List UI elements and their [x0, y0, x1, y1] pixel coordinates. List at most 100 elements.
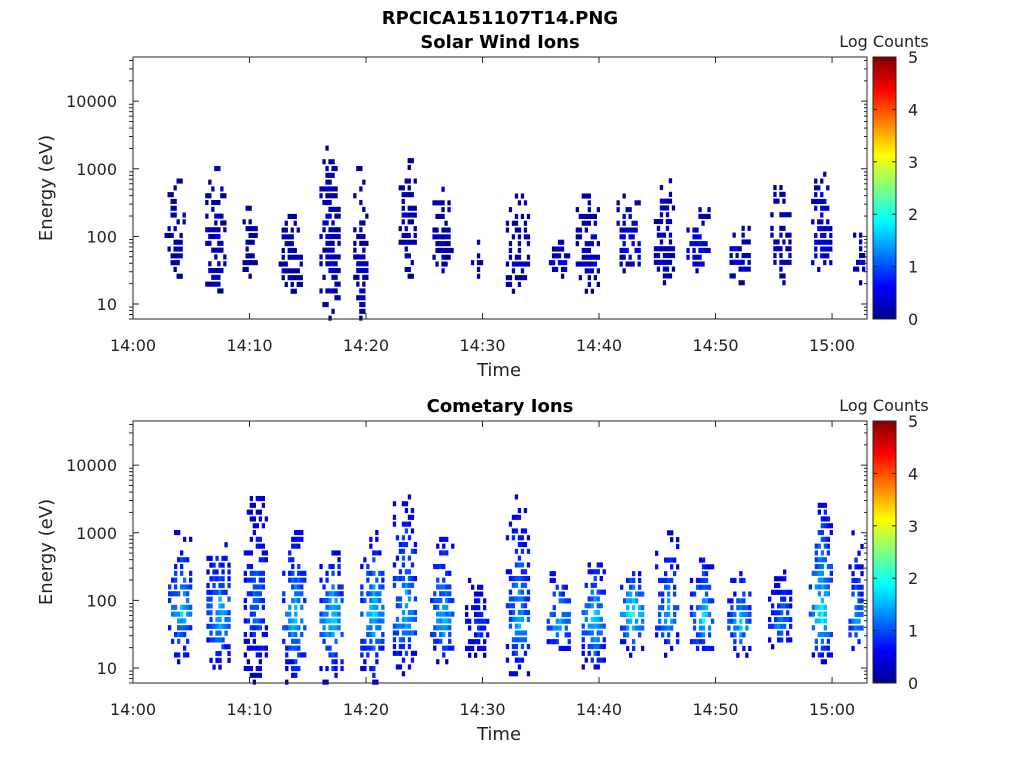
spectrogram-cell — [395, 616, 400, 622]
spectrogram-cell — [331, 288, 335, 294]
spectrogram-cell — [356, 166, 360, 172]
spectrogram-cell — [668, 259, 673, 265]
spectrogram-cell — [183, 536, 187, 542]
spectrogram-cell — [282, 625, 286, 631]
spectrogram-cell — [378, 570, 382, 576]
spectrogram-cell — [826, 523, 830, 529]
spectrogram-cell — [616, 220, 620, 226]
spectrogram-cell — [325, 288, 329, 294]
spectrogram-cell — [243, 632, 247, 638]
spectrogram-cell — [331, 659, 335, 665]
spectrogram-cell — [177, 591, 181, 597]
spectrogram-cell — [774, 617, 778, 623]
spectrogram-cell — [258, 645, 262, 651]
spectrogram-cell — [549, 611, 553, 617]
spectrogram-cell — [173, 253, 177, 259]
spectrogram-cell — [297, 598, 301, 604]
spectrogram-cell — [208, 268, 212, 274]
spectrogram-cell — [441, 247, 445, 253]
spectrogram-cell — [514, 576, 519, 582]
spectrogram-cell — [331, 274, 335, 280]
spectrogram-cell — [511, 268, 516, 274]
spectrogram-cell — [404, 239, 408, 245]
spectrogram-cell — [511, 671, 516, 677]
spectrogram-cell — [356, 274, 360, 280]
spectrogram-cell — [177, 659, 181, 665]
spectrogram-cell — [337, 227, 341, 233]
spectrogram-cell — [291, 570, 295, 576]
spectrogram-cell — [520, 535, 525, 541]
spectrogram-cell — [441, 213, 445, 219]
spectrogram-cell — [360, 666, 364, 672]
spectrogram-cell — [782, 198, 786, 204]
spectrogram-cell — [214, 227, 218, 233]
spectrogram-cell — [296, 268, 300, 274]
spectrogram-cell — [811, 604, 815, 610]
spectrogram-cell — [362, 234, 366, 240]
spectrogram-cell — [707, 584, 712, 590]
spectrogram-cell — [773, 259, 777, 265]
spectrogram-cell — [561, 618, 565, 624]
spectrogram-cell — [673, 591, 677, 597]
spectrogram-cell — [511, 288, 516, 294]
spectrogram-cell — [695, 227, 699, 233]
spectrogram-cell — [180, 604, 184, 610]
spectrogram-cell — [733, 611, 737, 617]
spectrogram-cell — [284, 268, 288, 274]
spectrogram-cell — [773, 198, 777, 204]
spectrogram-cell — [695, 577, 700, 583]
spectrogram-cell — [205, 281, 209, 287]
spectrogram-cell — [248, 273, 252, 279]
spectrogram-cell — [520, 542, 525, 548]
spectrogram-cell — [468, 625, 472, 631]
spectrogram-cell — [820, 645, 824, 651]
spectrogram-cell — [523, 528, 528, 534]
spectrogram-cell — [245, 226, 249, 232]
spectrogram-cell — [665, 273, 670, 279]
spectrogram-cell — [319, 261, 323, 267]
spectrogram-cell — [520, 576, 525, 582]
spectrogram-cell — [372, 591, 376, 597]
spectrogram-cell — [381, 618, 385, 624]
spectrogram-cell — [590, 637, 594, 643]
spectrogram-cell — [448, 611, 452, 617]
spectrogram-cell — [773, 246, 777, 252]
spectrogram-cell — [782, 225, 786, 231]
spectrogram-cell — [689, 577, 694, 583]
spectrogram-cell — [599, 657, 603, 663]
spectrogram-cell — [362, 254, 366, 260]
spectrogram-cell — [217, 166, 221, 172]
spectrogram-cell — [322, 611, 326, 617]
spectrogram-cell — [811, 198, 815, 204]
spectrogram-cell — [395, 603, 400, 609]
spectrogram-cell — [596, 630, 600, 636]
spectrogram-cell — [587, 241, 591, 247]
spectrogram-cell — [817, 557, 821, 563]
spectrogram-cell — [811, 625, 815, 631]
spectrogram-cell — [748, 605, 752, 611]
spectrogram-cell — [641, 605, 645, 611]
spectrogram-cell — [854, 618, 858, 624]
spectrogram-cell — [695, 261, 699, 267]
spectrogram-cell — [776, 239, 780, 245]
colorbar — [872, 56, 897, 320]
spectrogram-cell — [173, 205, 177, 211]
panel-title: Solar Wind Ions — [420, 32, 579, 53]
spectrogram-cell — [584, 268, 588, 274]
spectrogram-cell — [566, 253, 571, 259]
spectrogram-cell — [811, 570, 815, 576]
spectrogram-cell — [596, 644, 600, 650]
spectrogram-cell — [381, 604, 385, 610]
spectrogram-cell — [362, 179, 366, 185]
spectrogram-cell — [637, 247, 641, 253]
spectrogram-cell — [448, 591, 452, 597]
spectrogram-cell — [508, 241, 513, 247]
spectrogram-cell — [218, 583, 222, 589]
spectrogram-cell — [517, 664, 522, 670]
spectrogram-cell — [448, 598, 452, 604]
spectrogram-cell — [356, 268, 360, 274]
spectrogram-cell — [661, 591, 665, 597]
spectrogram-cell — [291, 557, 295, 563]
spectrogram-cell — [736, 625, 740, 631]
spectrogram-cell — [670, 530, 674, 536]
